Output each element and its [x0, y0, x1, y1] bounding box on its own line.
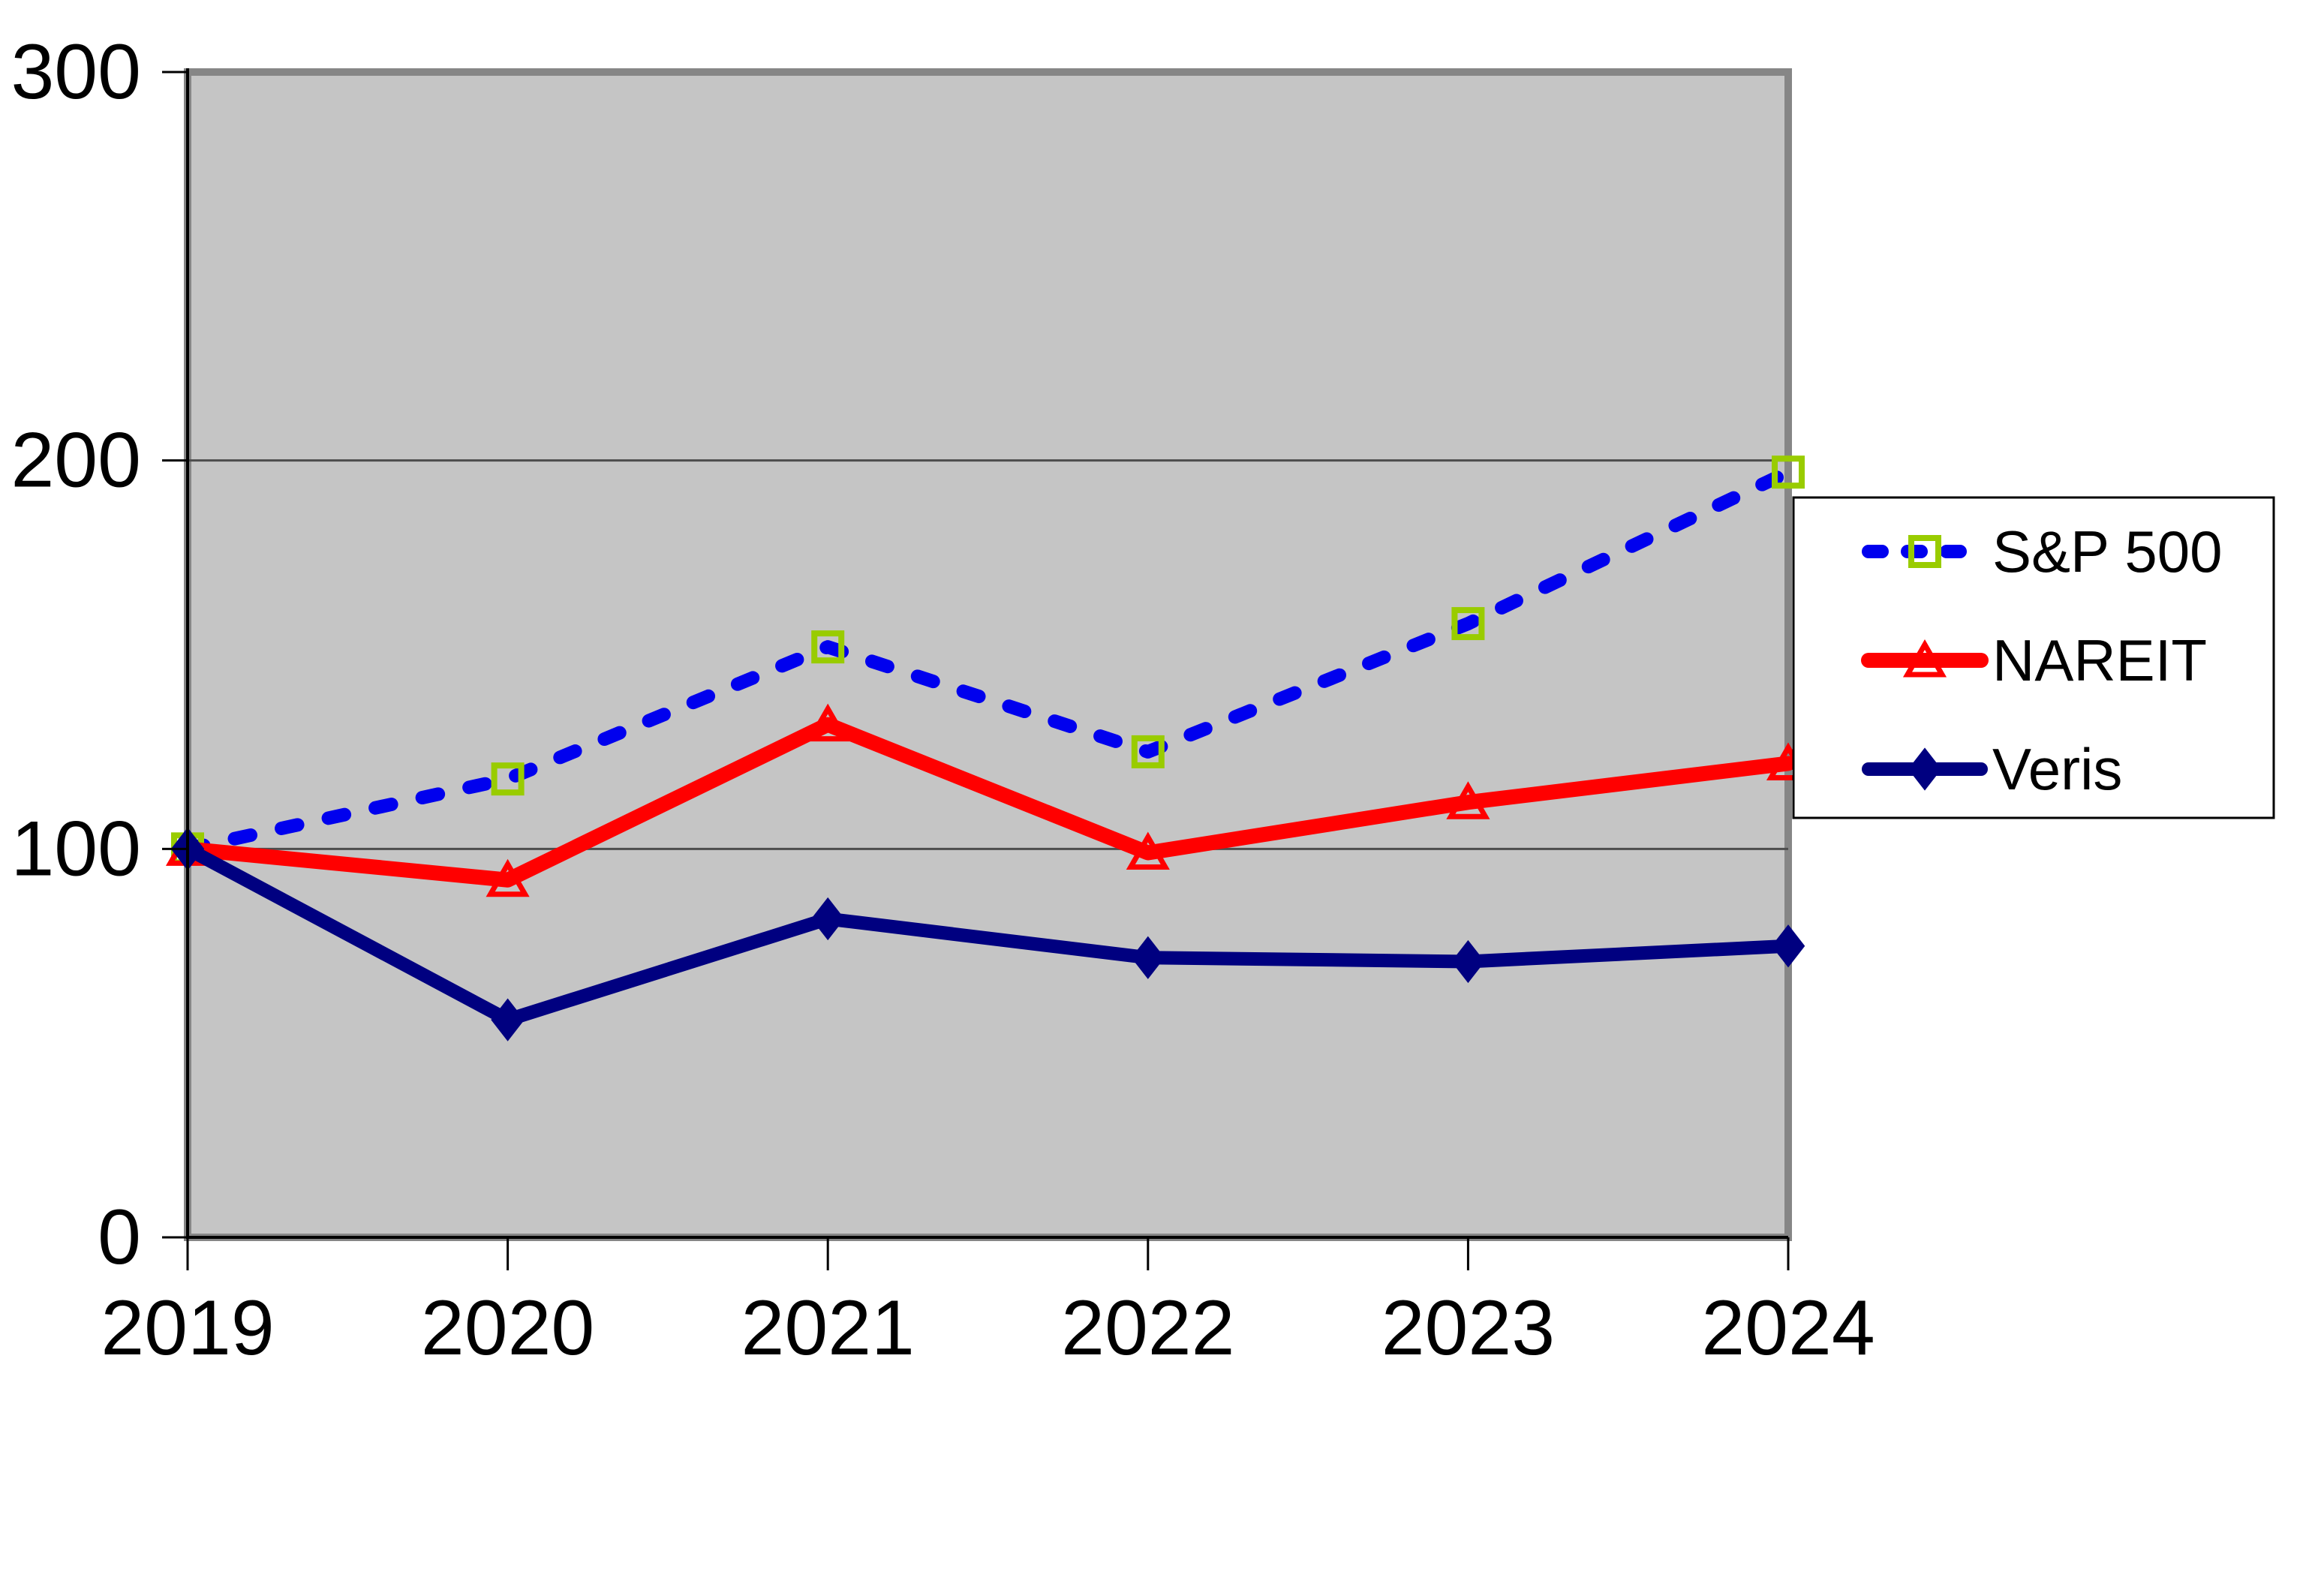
plot-area — [184, 68, 1792, 1241]
x-tick-label-2023: 2023 — [1381, 1285, 1555, 1372]
data-point-marker-2-2021 — [810, 897, 845, 941]
x-tick-label-2021: 2021 — [741, 1285, 915, 1372]
data-point-marker-1-2020 — [486, 858, 530, 897]
data-point-marker-1-2022 — [1126, 831, 1170, 870]
data-point-marker-0-2020 — [491, 762, 525, 796]
data-point-marker-0-2022 — [1131, 735, 1165, 768]
x-tick-label-2019: 2019 — [101, 1285, 274, 1372]
legend: S&P 500 NAREIT Veris — [1792, 496, 2275, 819]
y-tick-label-0: 0 — [98, 1194, 141, 1281]
data-point-marker-1-2021 — [806, 703, 850, 742]
data-point-marker-legend-1 — [1902, 639, 1947, 678]
y-tick-label-300: 300 — [11, 29, 141, 116]
x-tick-label-2022: 2022 — [1061, 1285, 1234, 1372]
x-tick-label-2020: 2020 — [421, 1285, 594, 1372]
series-line-1 — [180, 717, 1796, 888]
series-veris — [170, 827, 1805, 1041]
legend-item-nareit: NAREIT — [1861, 627, 2207, 693]
x-tick-label-2024: 2024 — [1701, 1285, 1875, 1372]
legend-label-0: S&P 500 — [1992, 518, 2222, 585]
legend-item-veris: Veris — [1862, 736, 2122, 802]
data-point-marker-legend-2 — [1908, 747, 1942, 791]
series-line-0 — [181, 465, 1795, 856]
data-point-marker-0-2023 — [1451, 607, 1485, 641]
series-line-2 — [181, 842, 1795, 1027]
data-point-marker-2-2023 — [1451, 939, 1485, 984]
data-point-marker-legend-0 — [1908, 535, 1941, 568]
data-point-marker-2-2024 — [1771, 924, 1805, 968]
data-point-marker-2-2020 — [491, 998, 525, 1041]
legend-label-1: NAREIT — [1992, 627, 2207, 693]
legend-label-2: Veris — [1992, 736, 2122, 802]
data-point-marker-0-2021 — [811, 630, 845, 664]
data-point-marker-1-2023 — [1446, 781, 1490, 819]
data-point-marker-0-2024 — [1772, 455, 1805, 489]
data-point-marker-2-2022 — [1131, 936, 1165, 979]
y-tick-label-200: 200 — [11, 417, 141, 504]
legend-item-sp500: S&P 500 — [1862, 518, 2222, 585]
y-tick-label-100: 100 — [11, 805, 141, 892]
